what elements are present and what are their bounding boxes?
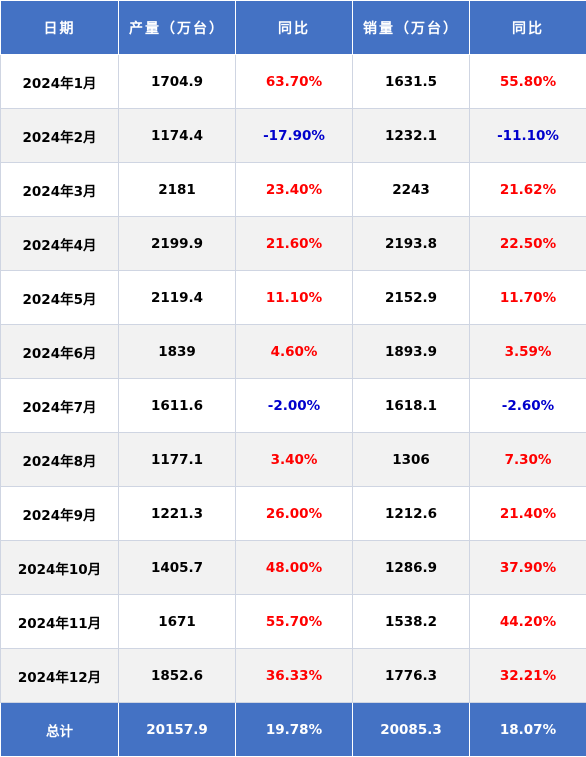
cell-sales: 1232.1 [352, 108, 470, 163]
header-production-yoy: 同比 [235, 0, 353, 55]
table-row: 2024年8月 1177.1 3.40% 1306 7.30% [0, 432, 586, 487]
cell-sales: 1538.2 [352, 594, 470, 649]
cell-sales-yoy: 7.30% [469, 432, 586, 487]
cell-date: 2024年12月 [0, 648, 119, 703]
cell-production-yoy: 36.33% [235, 648, 353, 703]
table-row: 2024年1月 1704.9 63.70% 1631.5 55.80% [0, 54, 586, 109]
cell-production-yoy: -17.90% [235, 108, 353, 163]
cell-date: 2024年5月 [0, 270, 119, 325]
cell-production: 1174.4 [118, 108, 236, 163]
cell-production-yoy: 55.70% [235, 594, 353, 649]
table-row: 2024年10月 1405.7 48.00% 1286.9 37.90% [0, 540, 586, 595]
cell-sales: 2243 [352, 162, 470, 217]
header-date: 日期 [0, 0, 119, 55]
total-sales: 20085.3 [352, 702, 470, 757]
cell-production: 2119.4 [118, 270, 236, 325]
cell-date: 2024年7月 [0, 378, 119, 433]
cell-sales-yoy: 37.90% [469, 540, 586, 595]
cell-sales: 1306 [352, 432, 470, 487]
cell-sales-yoy: 21.62% [469, 162, 586, 217]
cell-date: 2024年10月 [0, 540, 119, 595]
total-sales-yoy: 18.07% [469, 702, 586, 757]
cell-production-yoy: 63.70% [235, 54, 353, 109]
cell-sales: 1776.3 [352, 648, 470, 703]
cell-production: 2199.9 [118, 216, 236, 271]
cell-sales: 1631.5 [352, 54, 470, 109]
cell-date: 2024年4月 [0, 216, 119, 271]
cell-date: 2024年6月 [0, 324, 119, 379]
table-row: 2024年3月 2181 23.40% 2243 21.62% [0, 162, 586, 217]
cell-sales-yoy: -2.60% [469, 378, 586, 433]
cell-production: 2181 [118, 162, 236, 217]
total-production: 20157.9 [118, 702, 236, 757]
cell-sales: 1893.9 [352, 324, 470, 379]
table-row: 2024年2月 1174.4 -17.90% 1232.1 -11.10% [0, 108, 586, 163]
header-sales: 销量（万台） [352, 0, 470, 55]
cell-production-yoy: -2.00% [235, 378, 353, 433]
cell-sales-yoy: 55.80% [469, 54, 586, 109]
cell-sales-yoy: 11.70% [469, 270, 586, 325]
table-body: 2024年1月 1704.9 63.70% 1631.5 55.80% 2024年2月 11… [0, 54, 586, 703]
cell-production-yoy: 48.00% [235, 540, 353, 595]
cell-production: 1177.1 [118, 432, 236, 487]
cell-sales-yoy: 44.20% [469, 594, 586, 649]
total-production-yoy: 19.78% [235, 702, 353, 757]
header-sales-yoy: 同比 [469, 0, 586, 55]
cell-date: 2024年9月 [0, 486, 119, 541]
cell-production: 1839 [118, 324, 236, 379]
cell-date: 2024年11月 [0, 594, 119, 649]
table-row: 2024年7月 1611.6 -2.00% 1618.1 -2.60% [0, 378, 586, 433]
table-row: 2024年11月 1671 55.70% 1538.2 44.20% [0, 594, 586, 649]
cell-production: 1405.7 [118, 540, 236, 595]
total-row: 总计 20157.9 19.78% 20085.3 18.07% [0, 702, 586, 757]
cell-date: 2024年8月 [0, 432, 119, 487]
cell-sales-yoy: 32.21% [469, 648, 586, 703]
cell-production-yoy: 3.40% [235, 432, 353, 487]
cell-sales-yoy: 21.40% [469, 486, 586, 541]
cell-sales: 1618.1 [352, 378, 470, 433]
total-label: 总计 [0, 702, 119, 757]
table-row: 2024年9月 1221.3 26.00% 1212.6 21.40% [0, 486, 586, 541]
table-row: 2024年12月 1852.6 36.33% 1776.3 32.21% [0, 648, 586, 703]
cell-production-yoy: 26.00% [235, 486, 353, 541]
cell-production-yoy: 4.60% [235, 324, 353, 379]
cell-date: 2024年1月 [0, 54, 119, 109]
cell-production: 1704.9 [118, 54, 236, 109]
cell-production: 1611.6 [118, 378, 236, 433]
cell-date: 2024年3月 [0, 162, 119, 217]
cell-production: 1671 [118, 594, 236, 649]
cell-date: 2024年2月 [0, 108, 119, 163]
table-row: 2024年6月 1839 4.60% 1893.9 3.59% [0, 324, 586, 379]
cell-sales: 1286.9 [352, 540, 470, 595]
table-row: 2024年5月 2119.4 11.10% 2152.9 11.70% [0, 270, 586, 325]
header-production: 产量（万台） [118, 0, 236, 55]
table-header: 日期 产量（万台） 同比 销量（万台） 同比 [0, 0, 586, 55]
cell-sales: 2152.9 [352, 270, 470, 325]
cell-sales-yoy: -11.10% [469, 108, 586, 163]
header-row: 日期 产量（万台） 同比 销量（万台） 同比 [0, 0, 586, 55]
cell-production: 1852.6 [118, 648, 236, 703]
cell-sales-yoy: 22.50% [469, 216, 586, 271]
table-row: 2024年4月 2199.9 21.60% 2193.8 22.50% [0, 216, 586, 271]
cell-sales: 1212.6 [352, 486, 470, 541]
cell-production-yoy: 11.10% [235, 270, 353, 325]
table-footer: 总计 20157.9 19.78% 20085.3 18.07% [0, 702, 586, 757]
cell-production-yoy: 23.40% [235, 162, 353, 217]
cell-production-yoy: 21.60% [235, 216, 353, 271]
cell-sales: 2193.8 [352, 216, 470, 271]
cell-sales-yoy: 3.59% [469, 324, 586, 379]
cell-production: 1221.3 [118, 486, 236, 541]
